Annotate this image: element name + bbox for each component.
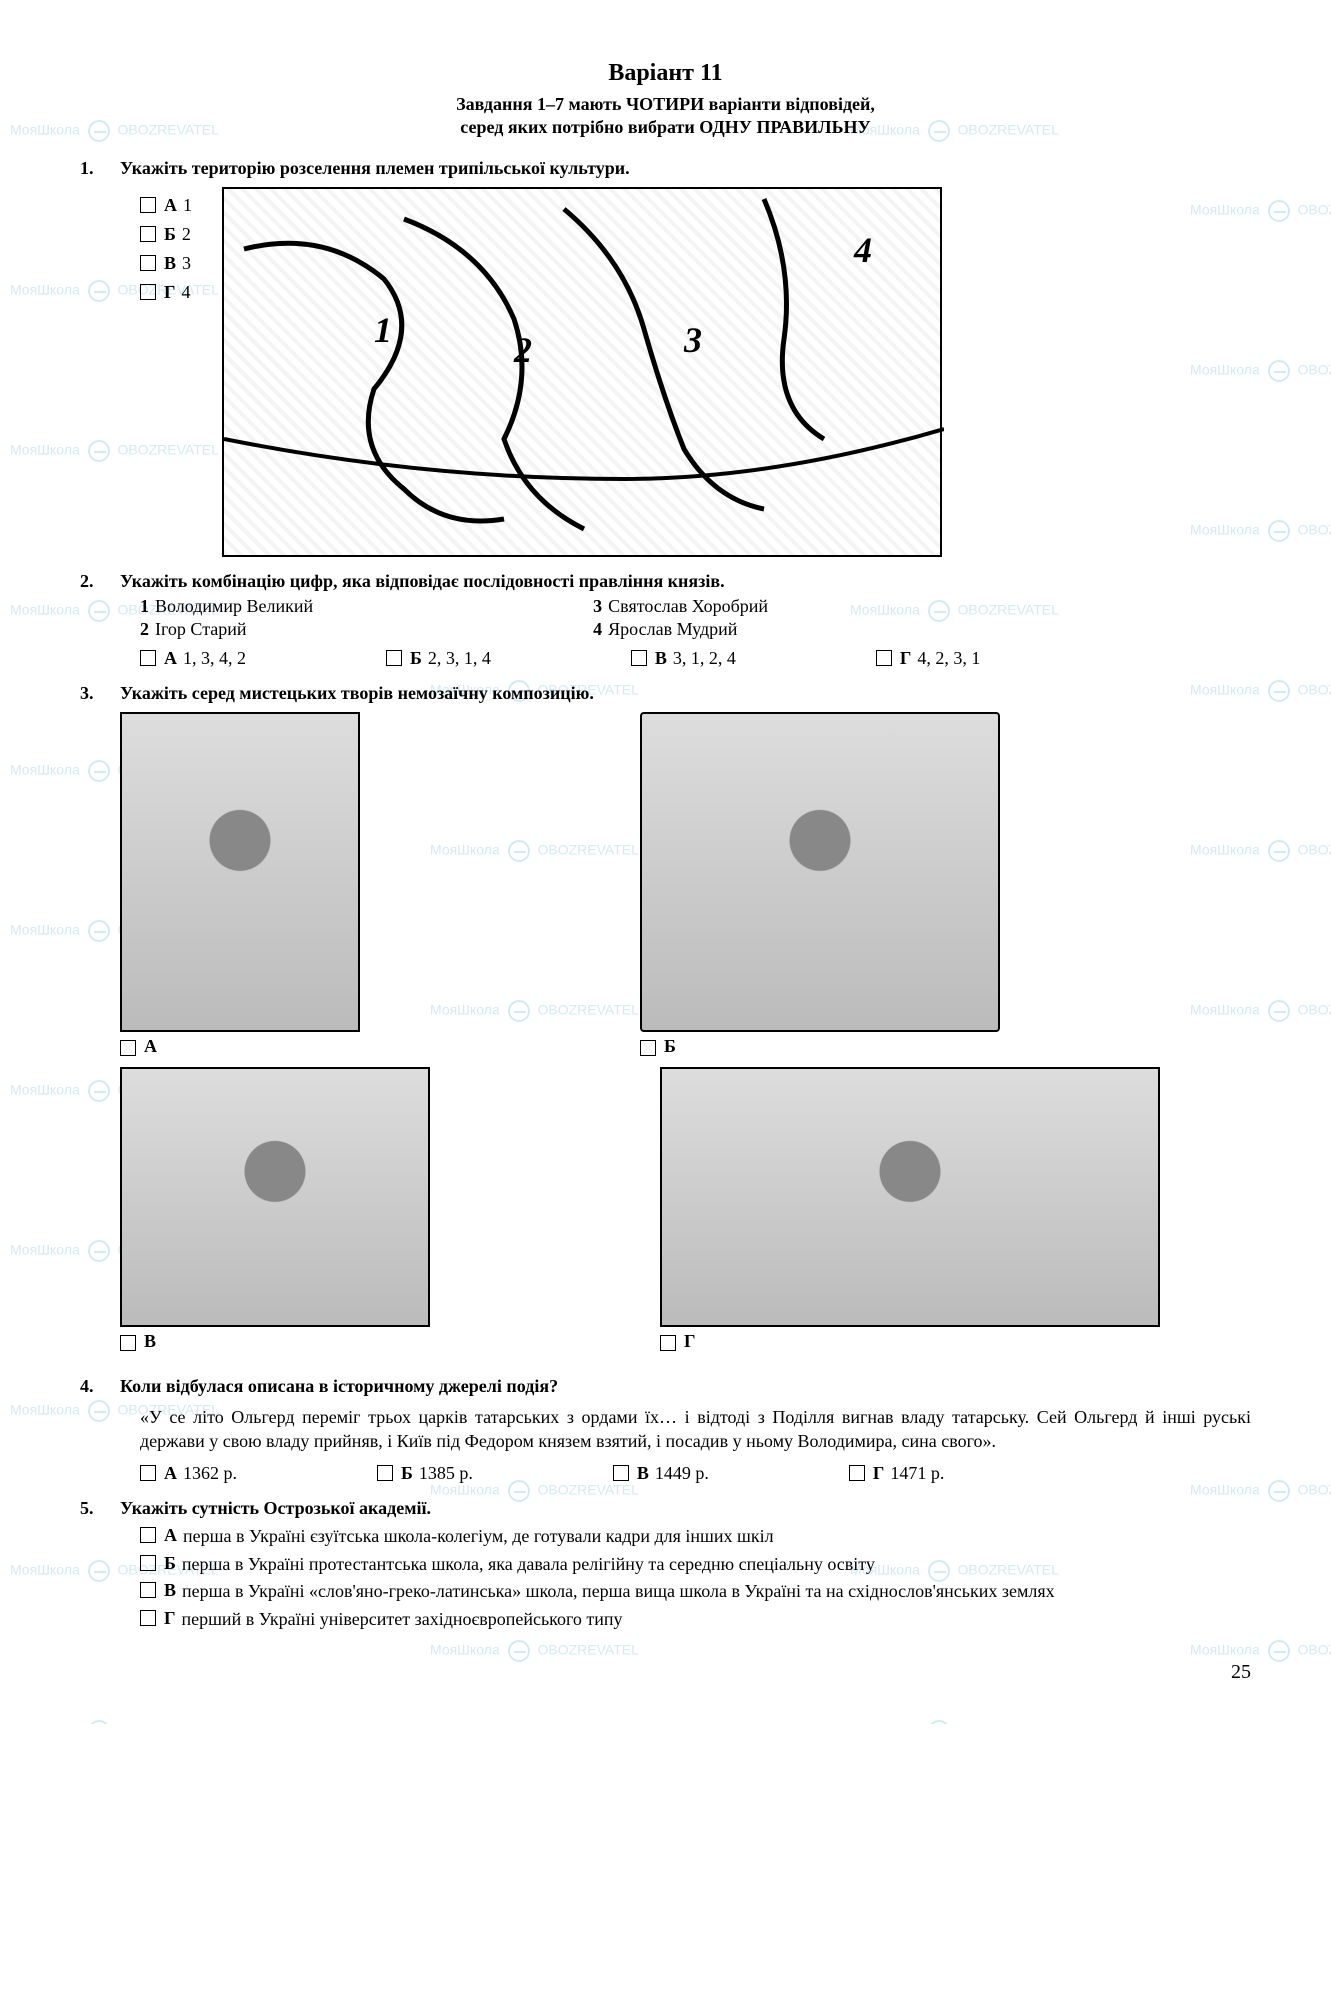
- q3-option-v[interactable]: В: [120, 1331, 430, 1352]
- q1-text: Укажіть територію розселення племен трип…: [120, 158, 1251, 179]
- question-4: 4. Коли відбулася описана в історичному …: [80, 1376, 1251, 1485]
- checkbox-icon[interactable]: [140, 197, 156, 213]
- variant-title: Варіант 11: [80, 60, 1251, 87]
- checkbox-icon[interactable]: [613, 1465, 629, 1481]
- q3-option-a[interactable]: А: [120, 1036, 360, 1057]
- q1-number: 1.: [80, 158, 120, 179]
- q5-option-b[interactable]: Бперша в Україні протестантська школа, я…: [140, 1553, 1251, 1576]
- question-3: 3. Укажіть серед мистецьких творів немоз…: [80, 683, 1251, 1362]
- checkbox-icon[interactable]: [876, 650, 892, 666]
- q4-option-g[interactable]: Г1471 р.: [849, 1463, 944, 1484]
- q4-quote: «У се літо Ольгерд переміг трьох царків …: [140, 1405, 1251, 1454]
- q2-number: 2.: [80, 571, 120, 592]
- checkbox-icon[interactable]: [120, 1040, 136, 1056]
- checkbox-icon[interactable]: [140, 1610, 156, 1626]
- q4-option-b[interactable]: Б1385 р.: [377, 1463, 473, 1484]
- q3-option-b[interactable]: Б: [640, 1036, 1000, 1057]
- checkbox-icon[interactable]: [140, 1527, 156, 1543]
- q2-option-v[interactable]: В3, 1, 2, 4: [631, 648, 736, 669]
- q3-option-g[interactable]: Г: [660, 1331, 1160, 1352]
- q4-number: 4.: [80, 1376, 120, 1397]
- q2-option-g[interactable]: Г4, 2, 3, 1: [876, 648, 980, 669]
- q5-option-g[interactable]: Гперший в Україні університет західноєвр…: [140, 1608, 1251, 1631]
- q2-item-4: 4Ярослав Мудрий: [593, 619, 768, 640]
- q4-option-a[interactable]: А1362 р.: [140, 1463, 237, 1484]
- instructions: Завдання 1–7 мають ЧОТИРИ варіанти відпо…: [80, 93, 1251, 140]
- q3-artwork-g: [660, 1067, 1160, 1327]
- map-region-2: 2: [514, 329, 532, 371]
- checkbox-icon[interactable]: [140, 1582, 156, 1598]
- q2-option-b[interactable]: Б2, 3, 1, 4: [386, 648, 491, 669]
- checkbox-icon[interactable]: [140, 226, 156, 242]
- checkbox-icon[interactable]: [140, 1465, 156, 1481]
- checkbox-icon[interactable]: [140, 1555, 156, 1571]
- q3-artwork-v: [120, 1067, 430, 1327]
- q5-option-v[interactable]: Вперша в Україні «слов'яно-греко-латинсь…: [140, 1580, 1251, 1603]
- q4-option-v[interactable]: В1449 р.: [613, 1463, 709, 1484]
- q1-option-b[interactable]: Б2: [140, 224, 192, 245]
- checkbox-icon[interactable]: [140, 284, 156, 300]
- map-region-1: 1: [374, 309, 392, 351]
- checkbox-icon[interactable]: [660, 1335, 676, 1351]
- checkbox-icon[interactable]: [377, 1465, 393, 1481]
- q5-number: 5.: [80, 1498, 120, 1519]
- question-5: 5. Укажіть сутність Острозької академії.…: [80, 1498, 1251, 1631]
- checkbox-icon[interactable]: [140, 650, 156, 666]
- q1-option-g[interactable]: Г4: [140, 282, 192, 303]
- q3-artwork-b: [640, 712, 1000, 1032]
- q4-text: Коли відбулася описана в історичному дже…: [120, 1376, 1251, 1397]
- q1-option-a[interactable]: А1: [140, 195, 192, 216]
- page-number: 25: [80, 1661, 1251, 1684]
- checkbox-icon[interactable]: [640, 1040, 656, 1056]
- checkbox-icon[interactable]: [120, 1335, 136, 1351]
- q2-item-2: 2Ігор Старий: [140, 619, 313, 640]
- q3-text: Укажіть серед мистецьких творів немозаїч…: [120, 683, 1251, 704]
- checkbox-icon[interactable]: [849, 1465, 865, 1481]
- checkbox-icon[interactable]: [386, 650, 402, 666]
- question-2: 2. Укажіть комбінацію цифр, яка відповід…: [80, 571, 1251, 669]
- q3-artwork-a: [120, 712, 360, 1032]
- q2-item-3: 3Святослав Хоробрий: [593, 596, 768, 617]
- checkbox-icon[interactable]: [631, 650, 647, 666]
- q1-map-image: 1 2 3 4: [222, 187, 942, 557]
- q1-option-v[interactable]: В3: [140, 253, 192, 274]
- q3-number: 3.: [80, 683, 120, 704]
- checkbox-icon[interactable]: [140, 255, 156, 271]
- q2-option-a[interactable]: А1, 3, 4, 2: [140, 648, 246, 669]
- map-region-4: 4: [854, 229, 872, 271]
- q5-text: Укажіть сутність Острозької академії.: [120, 1498, 1251, 1519]
- question-1: 1. Укажіть територію розселення племен т…: [80, 158, 1251, 557]
- map-region-3: 3: [684, 319, 702, 361]
- q5-option-a[interactable]: Аперша в Україні єзуїтська школа-колегіу…: [140, 1525, 1251, 1548]
- q2-text: Укажіть комбінацію цифр, яка відповідає …: [120, 571, 1251, 592]
- q2-item-1: 1Володимир Великий: [140, 596, 313, 617]
